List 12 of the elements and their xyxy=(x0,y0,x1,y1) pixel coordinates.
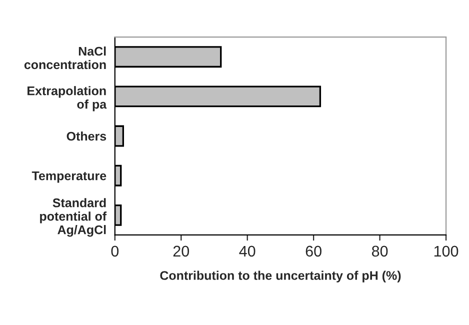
x-tick-label: 20 xyxy=(173,246,190,257)
y-tick-label: Standard potential of Ag/AgCl xyxy=(40,198,107,237)
x-tick-label: 60 xyxy=(306,246,322,257)
x-tick-label: 40 xyxy=(239,246,256,257)
y-tick-label: Temperature xyxy=(32,172,106,183)
y-tick-label: Extrapolation of pa xyxy=(28,86,107,112)
x-tick-label: 80 xyxy=(372,246,388,257)
x-axis-title: Contribution to the uncertainty of pH (%) xyxy=(160,270,401,282)
y-tick-label: Others xyxy=(66,131,106,141)
x-tick-label: 0 xyxy=(111,246,119,257)
y-tick-label: NaCl concentration xyxy=(24,46,106,70)
x-tick-label: 100 xyxy=(434,246,458,257)
